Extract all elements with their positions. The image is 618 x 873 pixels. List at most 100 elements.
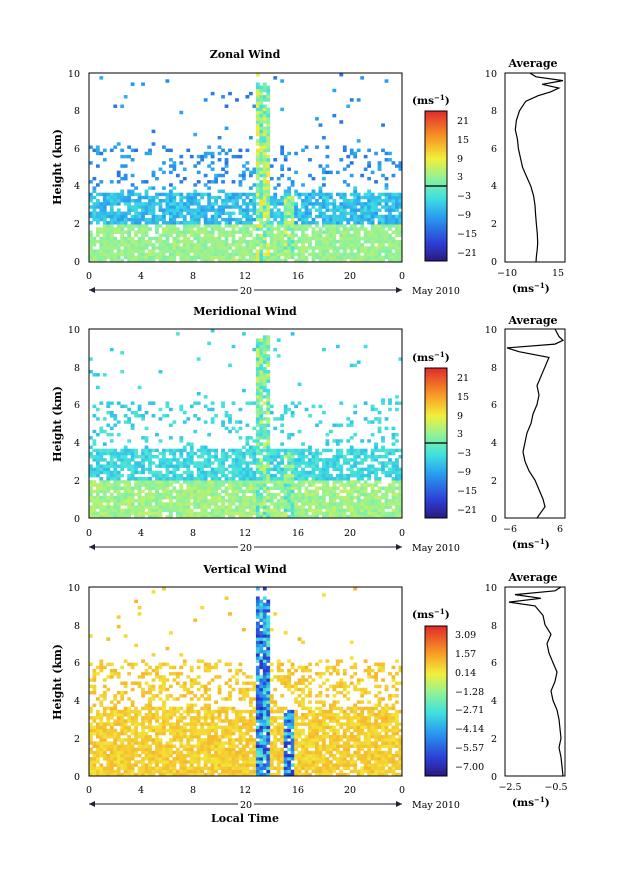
heatmap-cell xyxy=(179,199,184,203)
heatmap-cell xyxy=(381,448,385,453)
heatmap-cell xyxy=(315,233,319,238)
heatmap-cell xyxy=(116,489,121,494)
heatmap-cell xyxy=(346,489,351,494)
heatmap-cell xyxy=(203,713,208,717)
heatmap-cell xyxy=(301,199,305,203)
heatmap-cell xyxy=(113,230,118,234)
heatmap-cell xyxy=(151,514,156,519)
heatmap-cell xyxy=(102,158,107,162)
heatmap-cell xyxy=(315,480,319,484)
heatmap-cell xyxy=(175,473,180,478)
heatmap-cell xyxy=(141,757,145,761)
heatmap-cell xyxy=(168,451,173,456)
heatmap-cell xyxy=(148,495,152,500)
heatmap-cell xyxy=(113,217,118,222)
heatmap-cell xyxy=(398,192,403,197)
heatmap-cell xyxy=(242,239,246,244)
heatmap-cell xyxy=(262,426,267,431)
heatmap-cell xyxy=(388,473,392,478)
heatmap-cell xyxy=(189,486,194,490)
heatmap-cell xyxy=(248,252,253,256)
heatmap-cell xyxy=(245,442,250,446)
heatmap-cell xyxy=(259,423,264,427)
heatmap-cell xyxy=(308,221,312,225)
heatmap-cell xyxy=(179,192,184,197)
heatmap-cell xyxy=(109,205,114,209)
heatmap-cell xyxy=(165,470,170,475)
heatmap-cell xyxy=(127,725,132,730)
heatmap-cell xyxy=(395,401,399,405)
heatmap-cell xyxy=(113,709,118,714)
heatmap-cell xyxy=(158,508,163,512)
heatmap-cell xyxy=(130,249,135,253)
heatmap-cell xyxy=(395,499,399,503)
heatmap-cell xyxy=(269,410,274,415)
heatmap-cell xyxy=(242,458,246,462)
heatmap-cell xyxy=(158,662,163,667)
heatmap-cell xyxy=(221,508,225,512)
heatmap-cell xyxy=(221,252,225,256)
heatmap-cell xyxy=(242,511,246,516)
heatmap-cell xyxy=(280,455,285,459)
heatmap-cell xyxy=(328,233,333,238)
heatmap-cell xyxy=(255,192,260,197)
heatmap-cell xyxy=(242,246,246,250)
heatmap-cell xyxy=(123,195,128,200)
heatmap-cell xyxy=(175,480,180,484)
heatmap-cell xyxy=(245,249,250,253)
heatmap-cell xyxy=(269,176,274,181)
heatmap-cell xyxy=(179,772,184,777)
heatmap-cell xyxy=(109,668,114,673)
heatmap-cell xyxy=(262,129,267,134)
heatmap-cell xyxy=(381,495,385,500)
heatmap-cell xyxy=(207,722,212,726)
heatmap-cell xyxy=(134,514,138,519)
heatmap-cell xyxy=(228,211,232,216)
heatmap-cell xyxy=(175,760,180,764)
heatmap-cell xyxy=(398,255,403,260)
heatmap-cell xyxy=(130,158,135,162)
heatmap-cell xyxy=(158,249,163,253)
heatmap-cell xyxy=(255,480,260,484)
heatmap-cell xyxy=(255,164,260,168)
heatmap-cell xyxy=(374,199,378,203)
heatmap-cell xyxy=(89,161,93,165)
heatmap-cell xyxy=(144,195,149,200)
heatmap-cell xyxy=(353,236,358,241)
heatmap-cell xyxy=(127,741,132,745)
heatmap-cell xyxy=(273,202,278,206)
heatmap-cell xyxy=(148,477,152,481)
heatmap-cell xyxy=(200,243,205,247)
heatmap-cell xyxy=(245,192,250,197)
heatmap-cell xyxy=(339,499,344,503)
heatmap-cell xyxy=(158,495,163,500)
heatmap-cell xyxy=(262,82,267,86)
heatmap-cell xyxy=(328,195,333,200)
heatmap-cell xyxy=(332,252,337,256)
heatmap-cell xyxy=(325,483,330,487)
heatmap-cell xyxy=(353,186,358,190)
heatmap-cell xyxy=(266,417,271,421)
heatmap-cell xyxy=(360,249,365,253)
heatmap-cell xyxy=(134,505,138,509)
heatmap-cell xyxy=(255,436,260,440)
heatmap-cell xyxy=(193,202,198,206)
heatmap-cell xyxy=(322,467,326,472)
heatmap-cell xyxy=(363,255,368,260)
heatmap-cell xyxy=(106,760,111,764)
heatmap-cell xyxy=(102,252,107,256)
heatmap-cell xyxy=(148,508,152,512)
heatmap-cell xyxy=(398,455,403,459)
heatmap-cell xyxy=(207,492,212,497)
heatmap-cell xyxy=(308,243,312,247)
heatmap-cell xyxy=(248,186,253,190)
heatmap-cell xyxy=(162,249,166,253)
heatmap-cell xyxy=(189,230,194,234)
heatmap-cell xyxy=(388,489,392,494)
heatmap-cell xyxy=(127,249,132,253)
heatmap-cell xyxy=(196,738,201,742)
heatmap-cell xyxy=(398,492,403,497)
heatmap-cell xyxy=(391,255,396,260)
heatmap-cell xyxy=(353,202,358,206)
heatmap-cell xyxy=(224,467,229,472)
